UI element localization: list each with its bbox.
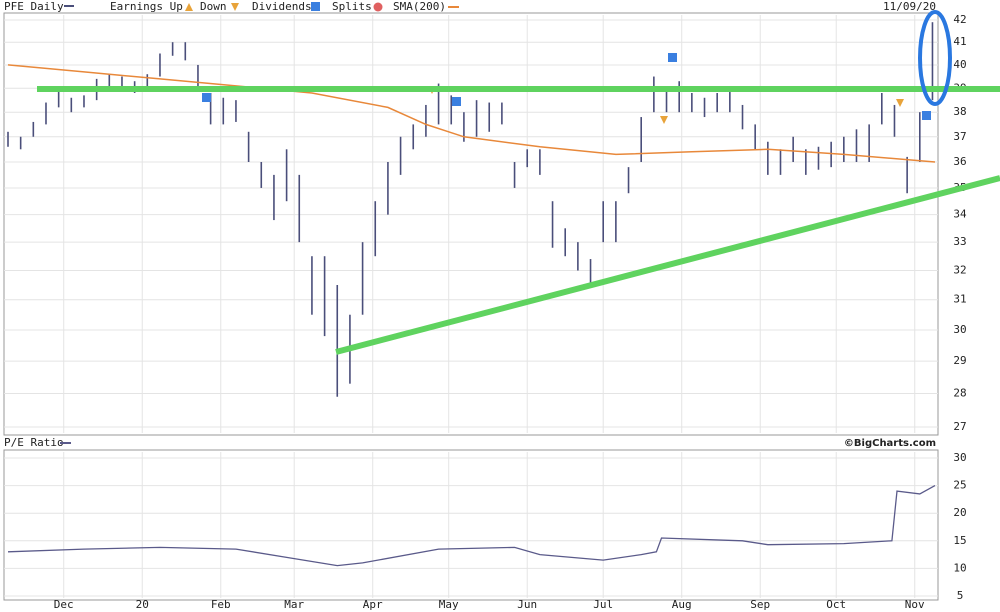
legend-label: SMA(200) xyxy=(393,0,446,13)
y-tick-label: 25 xyxy=(953,479,966,492)
x-tick-label: Feb xyxy=(211,598,231,611)
legend-icon xyxy=(185,3,193,11)
price-panel xyxy=(3,12,939,436)
y-tick-label: 34 xyxy=(953,208,967,221)
chart-title: PFE Daily xyxy=(4,0,64,13)
legend-label: Down xyxy=(200,0,227,13)
x-tick-label: Sep xyxy=(750,598,770,611)
x-tick-label: Oct xyxy=(826,598,846,611)
y-tick-label: 31 xyxy=(953,293,966,306)
pe-title: P/E Ratio xyxy=(4,436,64,449)
source: ©BigCharts.com xyxy=(844,438,936,449)
pe-panel xyxy=(3,449,939,601)
y-tick-label: 41 xyxy=(953,35,966,48)
pe-line xyxy=(7,485,936,567)
y-tick-label: 15 xyxy=(953,534,966,547)
y-tick-label: 30 xyxy=(953,323,966,336)
legend-swatch xyxy=(60,442,71,444)
marks: 2728293031323334353637383940414251015202… xyxy=(7,13,967,611)
x-tick-label: Aug xyxy=(672,598,692,611)
legend-icon xyxy=(373,2,383,12)
y-tick-label: 36 xyxy=(953,155,966,168)
y-tick-label: 42 xyxy=(953,13,966,26)
earnings-down-icon xyxy=(660,116,668,124)
legend-icon xyxy=(231,3,239,11)
earnings-down-icon xyxy=(896,99,904,107)
x-tick-label: Apr xyxy=(363,598,383,611)
x-tick-label: May xyxy=(439,598,459,611)
legend-label: Earnings Up xyxy=(110,0,183,13)
y-tick-label: 28 xyxy=(953,386,966,399)
y-tick-label: 32 xyxy=(953,263,966,276)
y-tick-label: 38 xyxy=(953,105,966,118)
legend-swatch xyxy=(448,6,459,8)
legend-icon xyxy=(311,2,320,11)
y-tick-label: 29 xyxy=(953,354,966,367)
y-tick-label: 40 xyxy=(953,58,966,71)
x-tick-label: 20 xyxy=(136,598,149,611)
x-tick-label: Dec xyxy=(54,598,74,611)
legend-swatch xyxy=(64,5,74,7)
y-tick-label: 10 xyxy=(953,561,966,574)
y-tick-label: 27 xyxy=(953,420,966,433)
y-tick-label: 20 xyxy=(953,506,966,519)
sma-line xyxy=(7,64,936,163)
legend-label: Dividends xyxy=(252,0,312,13)
y-tick-label: 37 xyxy=(953,130,966,143)
y-tick-label: 30 xyxy=(953,451,966,464)
chart-date: 11/09/20 xyxy=(883,0,936,13)
dividend-icon xyxy=(668,53,677,62)
y-tick-label: 5 xyxy=(957,589,964,602)
legend-label: Splits xyxy=(332,0,372,13)
x-tick-label: Mar xyxy=(284,598,304,611)
y-tick-label: 33 xyxy=(953,235,966,248)
highlight-ellipse xyxy=(918,10,952,106)
x-tick-label: Jul xyxy=(593,598,613,611)
dividend-icon xyxy=(202,93,211,102)
x-tick-label: Jun xyxy=(517,598,537,611)
x-tick-label: Nov xyxy=(905,598,925,611)
dividend-icon xyxy=(452,97,461,106)
dividend-icon xyxy=(922,111,931,120)
trend-line xyxy=(335,175,1000,355)
